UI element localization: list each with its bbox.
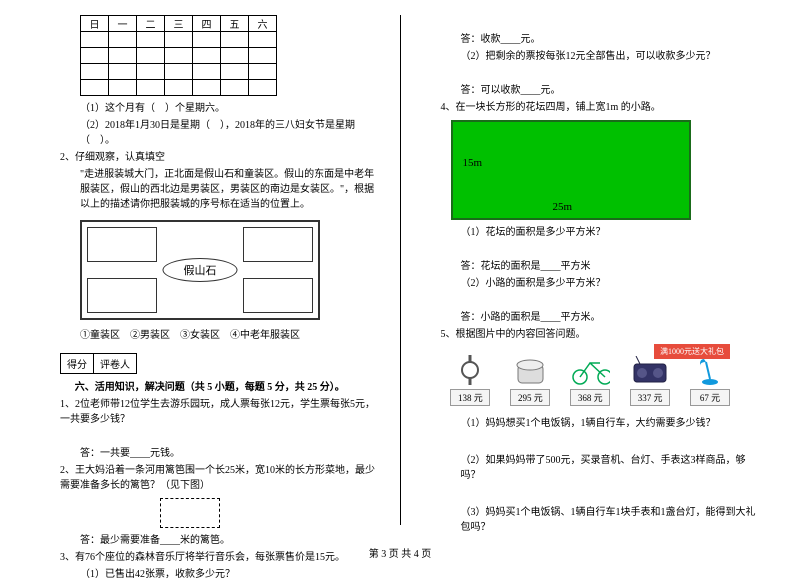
p3-1-ans: 答：收款____元。	[461, 32, 761, 47]
cal-hdr: 四	[193, 16, 221, 32]
score-label: 得分	[61, 354, 94, 373]
product-lamp: 67 元	[690, 352, 730, 406]
cal-hdr: 一	[109, 16, 137, 32]
section6-title: 六、活用知识，解决问题（共 5 小题，每题 5 分，共 25 分）。	[40, 378, 380, 393]
q2-title: 2、仔细观察，认真填空	[60, 150, 380, 165]
p3-2-ans: 答：可以收款____元。	[461, 83, 761, 98]
green-flowerbed: 15m 25m	[451, 120, 691, 220]
calendar-table: 日 一 二 三 四 五 六	[80, 15, 277, 96]
problem1: 1、2位老师带12位学生去游乐园玩，成人票每张12元，学生票每张5元，一共要多少…	[60, 397, 380, 427]
page-footer: 第 3 页 共 4 页	[0, 545, 800, 560]
q1-1: （1）这个月有（ ）个星期六。	[80, 101, 380, 116]
price: 138 元	[450, 389, 490, 406]
product-ricecooker: 295 元	[510, 352, 550, 406]
bike-icon	[570, 355, 610, 385]
legend: ①童装区 ②男装区 ③女装区 ④中老年服装区	[80, 328, 380, 343]
p4-2-ans: 答：小路的面积是____平方米。	[461, 310, 761, 325]
cal-hdr: 五	[221, 16, 249, 32]
column-divider	[400, 15, 401, 525]
p5-3: （3）妈妈买1个电饭锅、1辆自行车1块手表和1盏台灯，能得到大礼包吗？	[461, 505, 761, 535]
ricecooker-icon	[513, 355, 548, 385]
radio-icon	[630, 356, 670, 384]
price: 67 元	[690, 389, 730, 406]
watch-icon	[455, 355, 485, 385]
price: 295 元	[510, 389, 550, 406]
p4: 4、在一块长方形的花坛四周，铺上宽1m 的小路。	[441, 100, 761, 115]
left-column: 日 一 二 三 四 五 六 （1）这个月有（ ）个星期六。 （2）2018年1月…	[40, 15, 380, 525]
product-bike: 368 元	[570, 352, 610, 406]
problem2: 2、王大妈沿着一条河用篱笆围一个长25米，宽10米的长方形菜地，最少需要准备多长…	[60, 463, 380, 493]
products-row: 138 元 295 元 368 元 337 元 67 元	[441, 352, 741, 406]
p4-1-ans: 答：花坛的面积是____平方米	[461, 259, 761, 274]
promo-badge: 满1000元送大礼包	[654, 344, 730, 359]
p4-2: （2）小路的面积是多少平方米？	[461, 276, 761, 291]
price: 368 元	[570, 389, 610, 406]
height-label: 15m	[463, 157, 483, 169]
q1-2: （2）2018年1月30日是星期（ ），2018年的三八妇女节是星期（ ）。	[80, 118, 380, 148]
dotted-rect	[160, 498, 220, 528]
p3-2: （2）把剩余的票按每张12元全部售出，可以收款多少元？	[461, 49, 761, 64]
p4-1: （1）花坛的面积是多少平方米？	[461, 225, 761, 240]
product-watch: 138 元	[450, 352, 490, 406]
q2-text: "走进服装城大门，正北面是假山石和童装区。假山的东面是中老年服装区，假山的西北边…	[80, 167, 380, 212]
rock-label: 假山石	[163, 258, 238, 282]
problem1-ans: 答：一共要____元钱。	[80, 446, 380, 461]
width-label: 25m	[553, 201, 573, 213]
product-radio: 337 元	[630, 352, 670, 406]
p5-2: （2）如果妈妈带了500元，买录音机、台灯、手表这3样商品，够吗？	[461, 453, 761, 483]
cal-hdr: 六	[249, 16, 277, 32]
cal-hdr: 日	[81, 16, 109, 32]
grader-label: 评卷人	[94, 354, 136, 373]
p5: 5、根据图片中的内容回答问题。	[441, 327, 761, 342]
room-map: 假山石	[80, 220, 320, 320]
cal-hdr: 二	[137, 16, 165, 32]
score-box: 得分 评卷人	[60, 353, 137, 374]
p5-1: （1）妈妈想买1个电饭锅，1辆自行车，大约需要多少钱？	[461, 416, 761, 431]
problem3-1: （1）已售出42张票，收款多少元？	[80, 567, 380, 582]
price: 337 元	[630, 389, 670, 406]
cal-hdr: 三	[165, 16, 193, 32]
right-column: 答：收款____元。 （2）把剩余的票按每张12元全部售出，可以收款多少元？ 答…	[421, 15, 761, 525]
